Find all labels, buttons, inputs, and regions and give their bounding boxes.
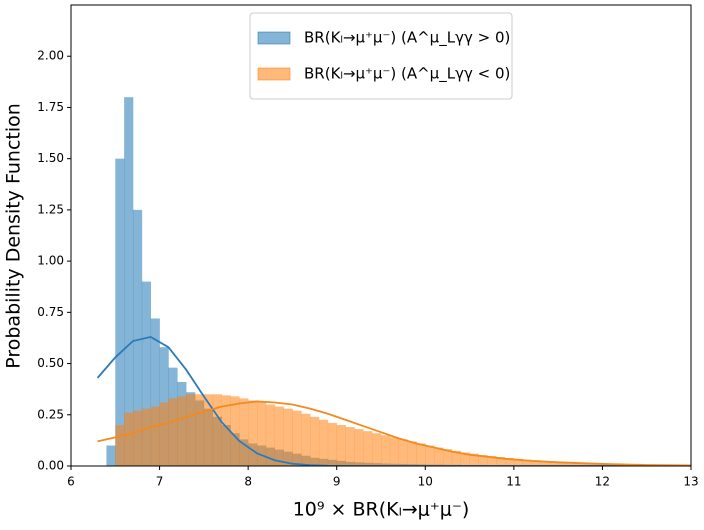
histogram-bar (425, 445, 435, 466)
histogram-bar (345, 427, 355, 466)
histogram-bar (283, 408, 293, 466)
histogram-bar (239, 398, 249, 466)
histogram-bar (575, 462, 586, 466)
histogram-bar (124, 412, 134, 466)
histogram-bar (398, 439, 408, 466)
histogram-bar (150, 406, 160, 466)
histogram-bar (301, 413, 311, 466)
y-axis-label: Probability Density Function (3, 103, 25, 369)
histogram-bar (363, 431, 373, 466)
x-tick-label: 11 (506, 475, 521, 489)
histogram-bar (257, 402, 267, 466)
histogram-bar (310, 416, 320, 466)
y-tick-label: 0.75 (37, 305, 64, 319)
histogram-bar (469, 453, 479, 466)
histogram-bar (133, 410, 143, 466)
histogram-bar (327, 422, 338, 466)
histogram-bar (549, 461, 559, 466)
histogram-bar (115, 158, 125, 466)
histogram-bar (150, 318, 160, 466)
histogram-bar (354, 429, 364, 466)
histogram-bar (522, 459, 532, 466)
histogram-bar (434, 447, 444, 466)
histogram-bar (416, 443, 426, 466)
histogram-bar (292, 410, 302, 466)
fit-curve (96, 335, 691, 466)
histogram-bar (381, 435, 391, 466)
x-tick-label: 8 (244, 475, 252, 489)
y-tick-label: 0.50 (37, 356, 64, 370)
histogram-bar (443, 449, 453, 466)
histogram-bar (567, 462, 577, 466)
x-tick-label: 13 (683, 475, 698, 489)
histogram-bar (212, 394, 222, 466)
fit-curve (97, 400, 691, 466)
y-tick-label: 1.25 (37, 202, 64, 216)
histogram-bar (106, 445, 116, 466)
histogram-bar (230, 396, 240, 466)
plot-frame (70, 4, 692, 467)
histogram-bar (540, 460, 550, 466)
histogram-bar (336, 425, 346, 466)
x-tick-label: 12 (595, 475, 610, 489)
legend-swatch (257, 31, 291, 45)
histogram-bar (478, 454, 488, 466)
histogram-bar (584, 463, 594, 466)
x-tick-label: 7 (156, 475, 164, 489)
histogram-bar (265, 404, 276, 466)
x-axis-label: 10⁹ × BR(Kₗ→μ⁺μ⁻) (293, 499, 470, 521)
x-tick-label: 9 (333, 475, 341, 489)
histogram-bar (274, 406, 284, 466)
y-tick-label: 1.00 (37, 254, 64, 268)
plot-area (96, 97, 691, 466)
histogram-bar (389, 437, 400, 466)
legend-swatch (257, 67, 291, 81)
x-tick-label: 10 (418, 475, 433, 489)
y-tick-label: 1.50 (37, 151, 64, 165)
y-tick-label: 2.00 (37, 49, 64, 63)
legend-label: BR(Kₗ→μ⁺μ⁻) (A^μ_Lγγ < 0) (304, 65, 510, 84)
histogram-bar (558, 461, 568, 466)
histogram-bar (496, 456, 506, 466)
histogram-bar (195, 394, 205, 466)
histogram-bar (372, 433, 382, 466)
y-tick-label: 1.75 (37, 100, 64, 114)
histogram-bar (221, 395, 231, 466)
histogram-bar (487, 455, 497, 466)
y-tick-label: 0.25 (37, 407, 64, 421)
histogram-bar (203, 394, 214, 466)
histogram-bar (319, 419, 329, 466)
histogram-bar (531, 460, 541, 466)
histogram-bar (168, 398, 178, 466)
histogram-bar (186, 394, 196, 466)
histogram-bar (248, 400, 258, 466)
histogram-bar (451, 450, 462, 466)
histogram-bar (133, 209, 143, 466)
histogram-bar (177, 396, 187, 466)
histogram-bar (407, 441, 417, 466)
histogram-bar (159, 402, 169, 466)
legend-box (249, 12, 513, 100)
histogram-bar (460, 452, 470, 466)
histogram-bar (115, 425, 125, 466)
histogram-bar (124, 97, 134, 466)
histogram-bar (505, 458, 515, 466)
y-tick-label: 0.00 (37, 459, 64, 473)
x-tick-label: 6 (67, 475, 75, 489)
histogram-bar (141, 281, 152, 466)
legend-label: BR(Kₗ→μ⁺μ⁻) (A^μ_Lγγ > 0) (304, 29, 510, 48)
histogram-bar (513, 458, 524, 466)
histogram-bar (141, 408, 152, 466)
